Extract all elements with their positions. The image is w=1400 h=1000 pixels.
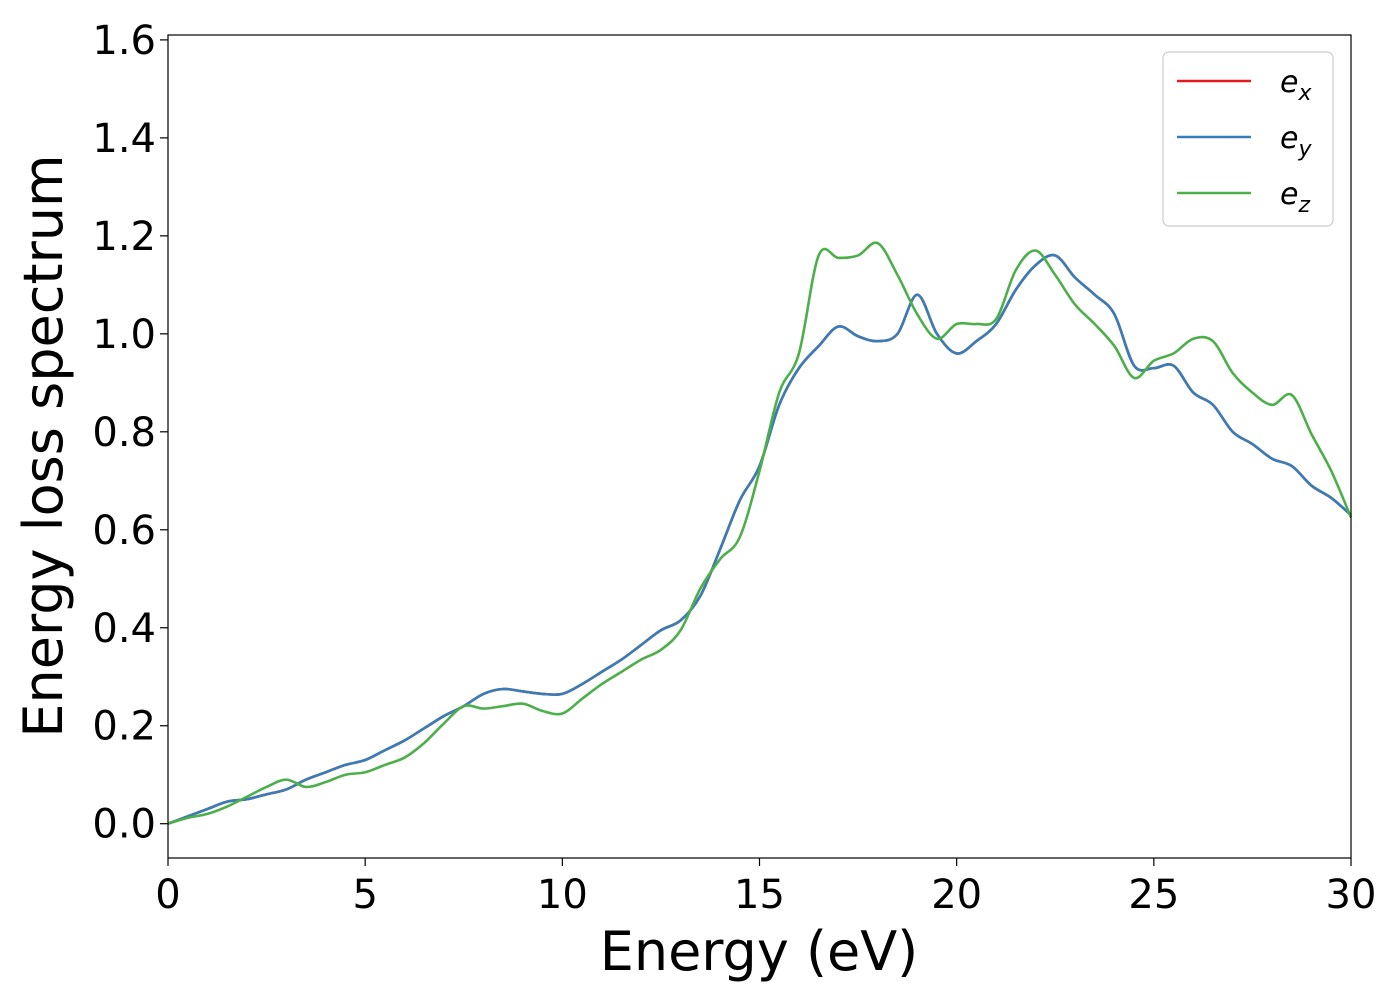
- y-tick-label: 1.6: [92, 18, 156, 64]
- y-tick-label: 1.2: [92, 214, 156, 260]
- y-axis: 0.0 0.2 0.4 0.6 0.8 1.0 1.2 1.4 1.6: [92, 18, 168, 848]
- plot-background: [168, 35, 1351, 858]
- y-tick-label: 0.0: [92, 802, 156, 848]
- y-tick-label: 0.8: [92, 410, 156, 456]
- legend-box: [1162, 51, 1334, 227]
- y-axis-title: Energy loss spectrum: [12, 154, 75, 737]
- y-tick-label: 1.4: [92, 116, 156, 162]
- x-tick-label: 5: [352, 872, 377, 918]
- x-tick-label: 0: [155, 872, 180, 918]
- x-tick-label: 15: [734, 872, 785, 918]
- legend-label-y: ey: [1280, 121, 1312, 162]
- series-line-z: [167, 241, 1353, 825]
- y-tick-label: 0.2: [92, 704, 156, 750]
- x-tick-label: 20: [931, 872, 982, 918]
- x-axis-title: Energy (eV): [600, 920, 919, 983]
- legend-label-z: ez: [1280, 177, 1310, 218]
- x-tick-label: 30: [1326, 872, 1377, 918]
- x-axis: 0 5 10 15 20 25 30: [155, 858, 1376, 918]
- legend: ex ey ez: [1162, 51, 1334, 227]
- series-layer: [167, 241, 1353, 825]
- y-tick-label: 1.0: [92, 312, 156, 358]
- y-tick-label: 0.6: [92, 508, 156, 554]
- x-tick-label: 25: [1128, 872, 1179, 918]
- y-tick-label: 0.4: [92, 606, 156, 652]
- legend-label-x: ex: [1280, 65, 1312, 106]
- x-tick-label: 10: [537, 872, 588, 918]
